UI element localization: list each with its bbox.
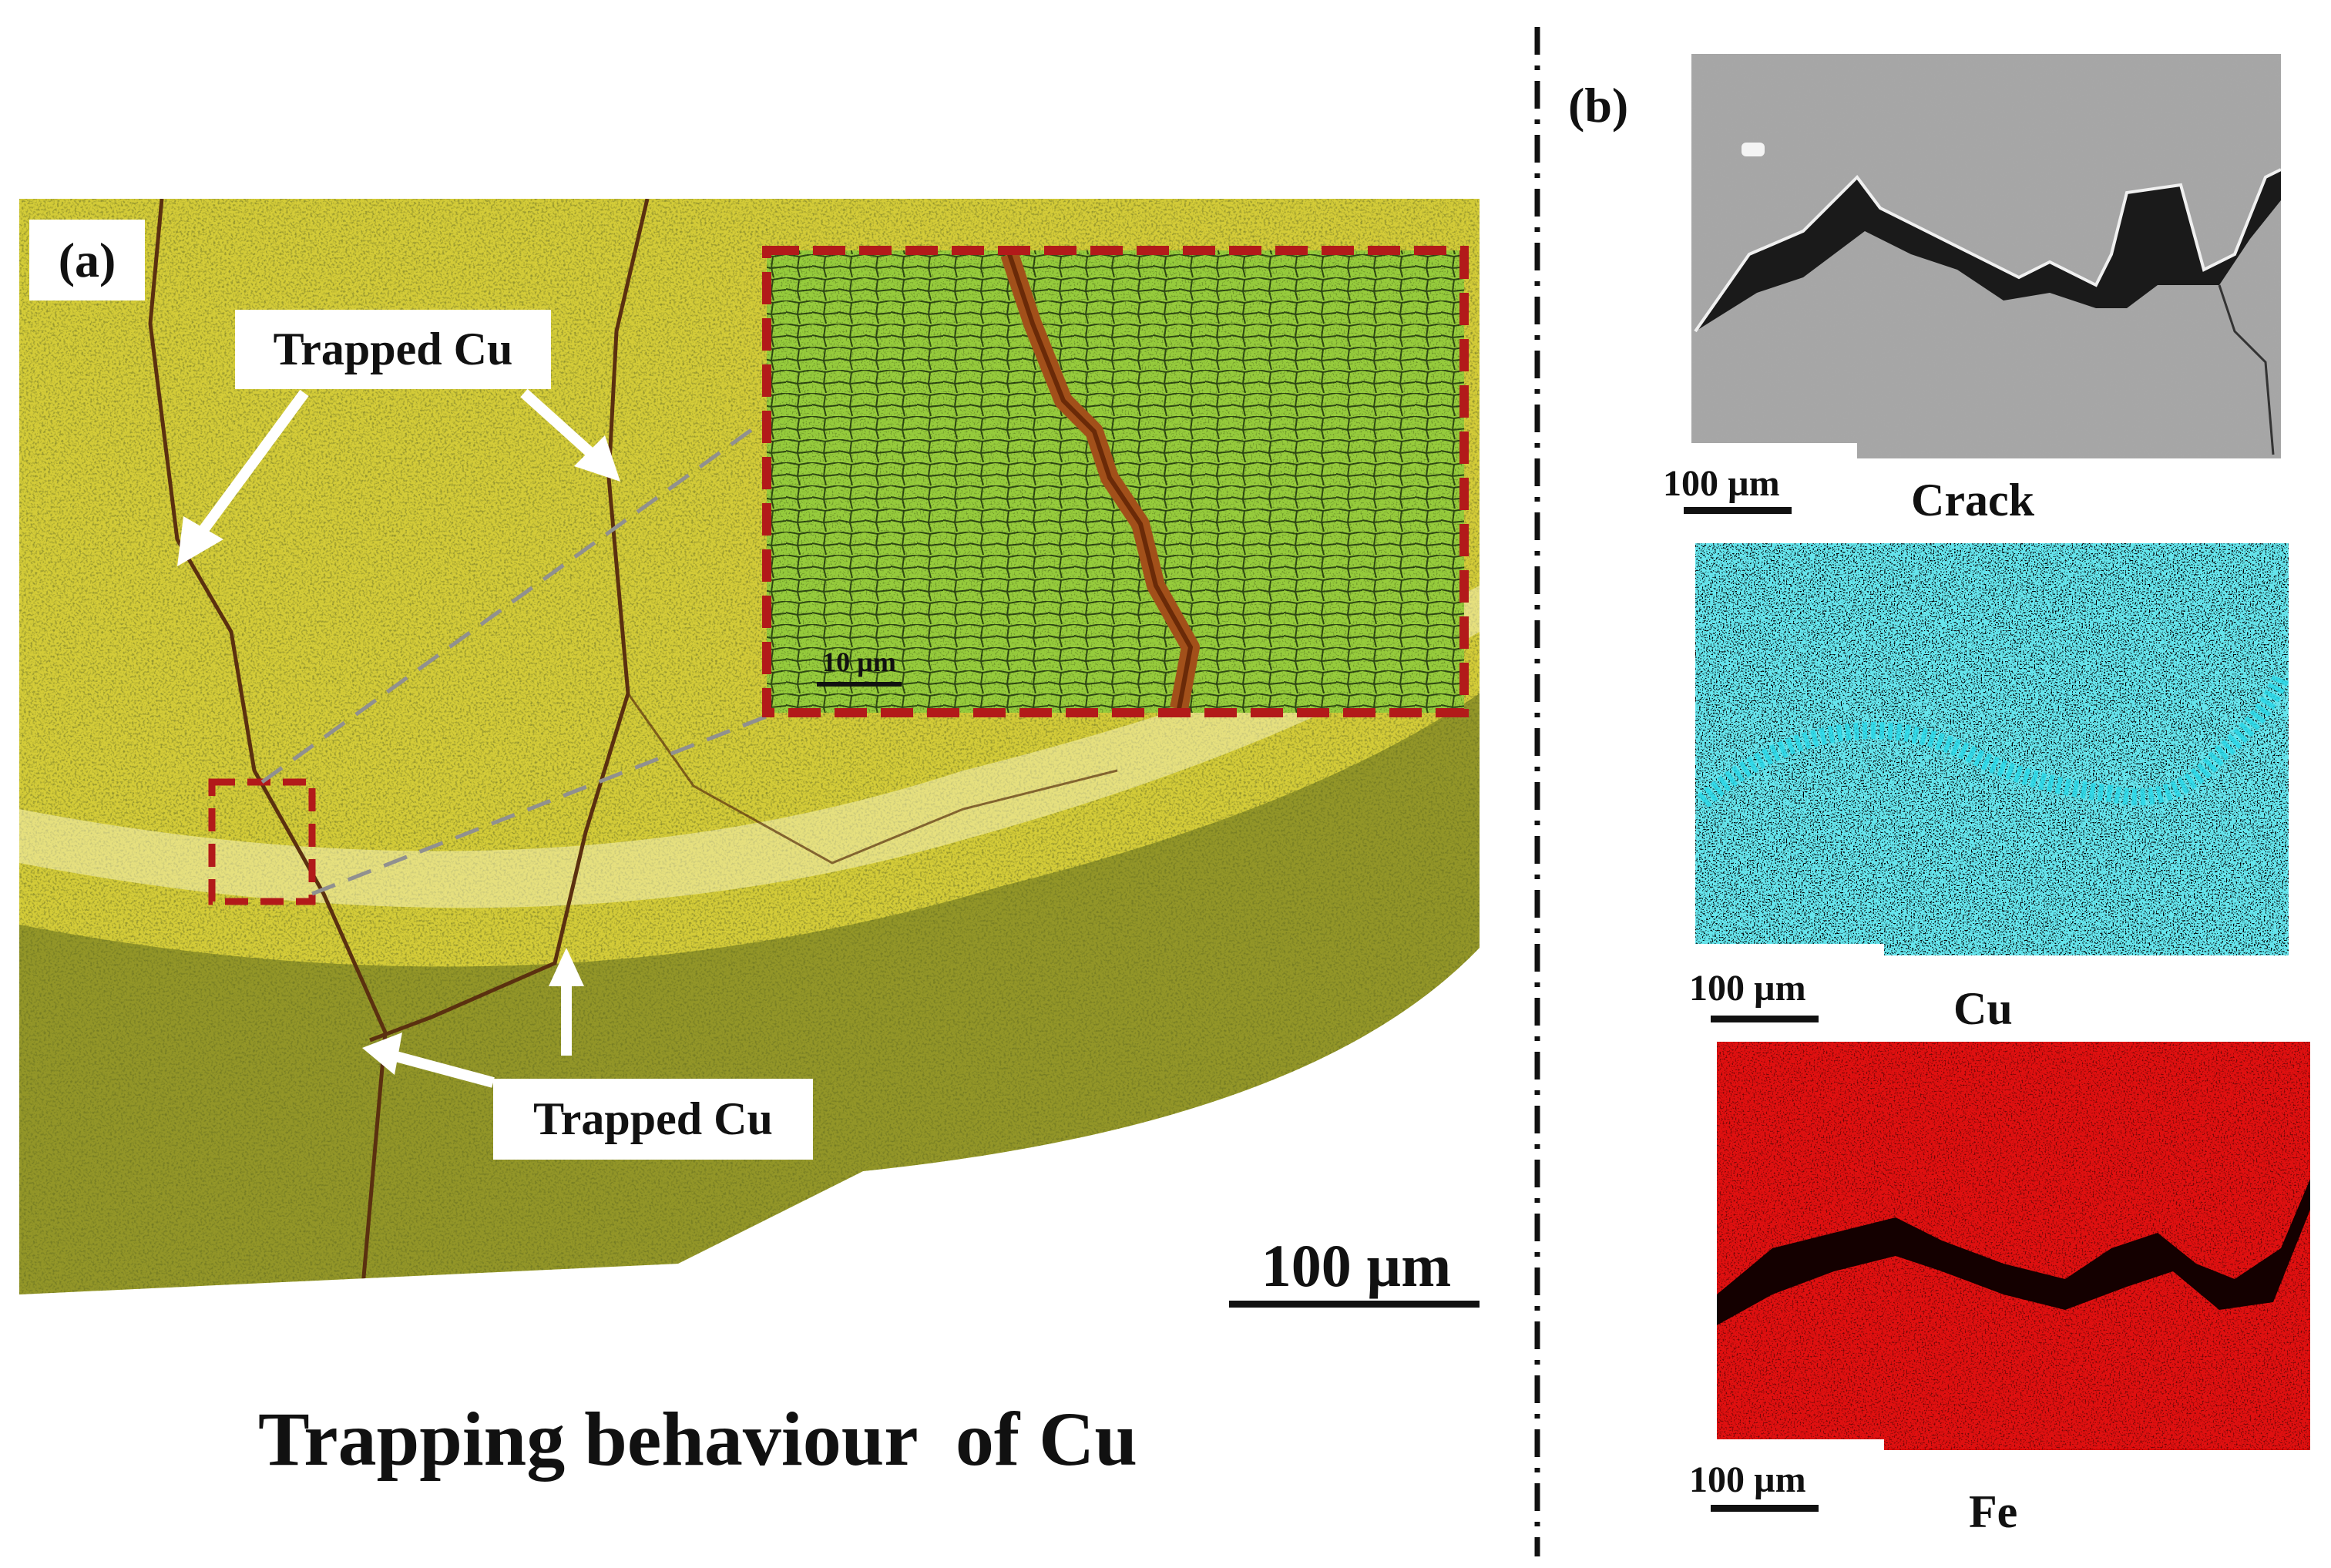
inset-scale-bar-line	[817, 682, 902, 687]
projection-line	[311, 707, 787, 896]
sem-crack-image	[1661, 54, 2282, 512]
eds-cu-map	[1676, 543, 2289, 990]
arrows	[177, 388, 620, 1088]
eds-fe-map	[1676, 1042, 2310, 1493]
scale-bar-line	[1684, 507, 1792, 514]
map-title-crack: Crack	[1911, 475, 2034, 525]
inset-scale-label: 10 µm	[822, 646, 896, 677]
trapped-cu-label: Trapped Cu	[493, 1079, 813, 1160]
map-title-fe: Fe	[1969, 1486, 2018, 1537]
scale-bar-line	[1711, 1016, 1819, 1022]
scale-bar-label: 100 µm	[1689, 1459, 1806, 1500]
trapped-cu-label: Trapped Cu	[235, 310, 551, 389]
scale-bar-line	[1229, 1301, 1480, 1308]
magnified-inset	[762, 246, 1469, 717]
projection-line	[260, 414, 772, 784]
panel-a-label: (a)	[29, 220, 145, 301]
scale-bar-label: 100 µm	[1663, 463, 1780, 504]
map-title-cu: Cu	[1953, 983, 2013, 1034]
figure-caption: Trapping behaviour of Cu	[258, 1396, 1138, 1482]
scale-bar-label: 100 µm	[1261, 1232, 1452, 1299]
panel-b-label: (b)	[1568, 78, 1629, 133]
scale-bar-line	[1711, 1505, 1819, 1512]
scale-bar-label: 100 µm	[1689, 968, 1806, 1009]
